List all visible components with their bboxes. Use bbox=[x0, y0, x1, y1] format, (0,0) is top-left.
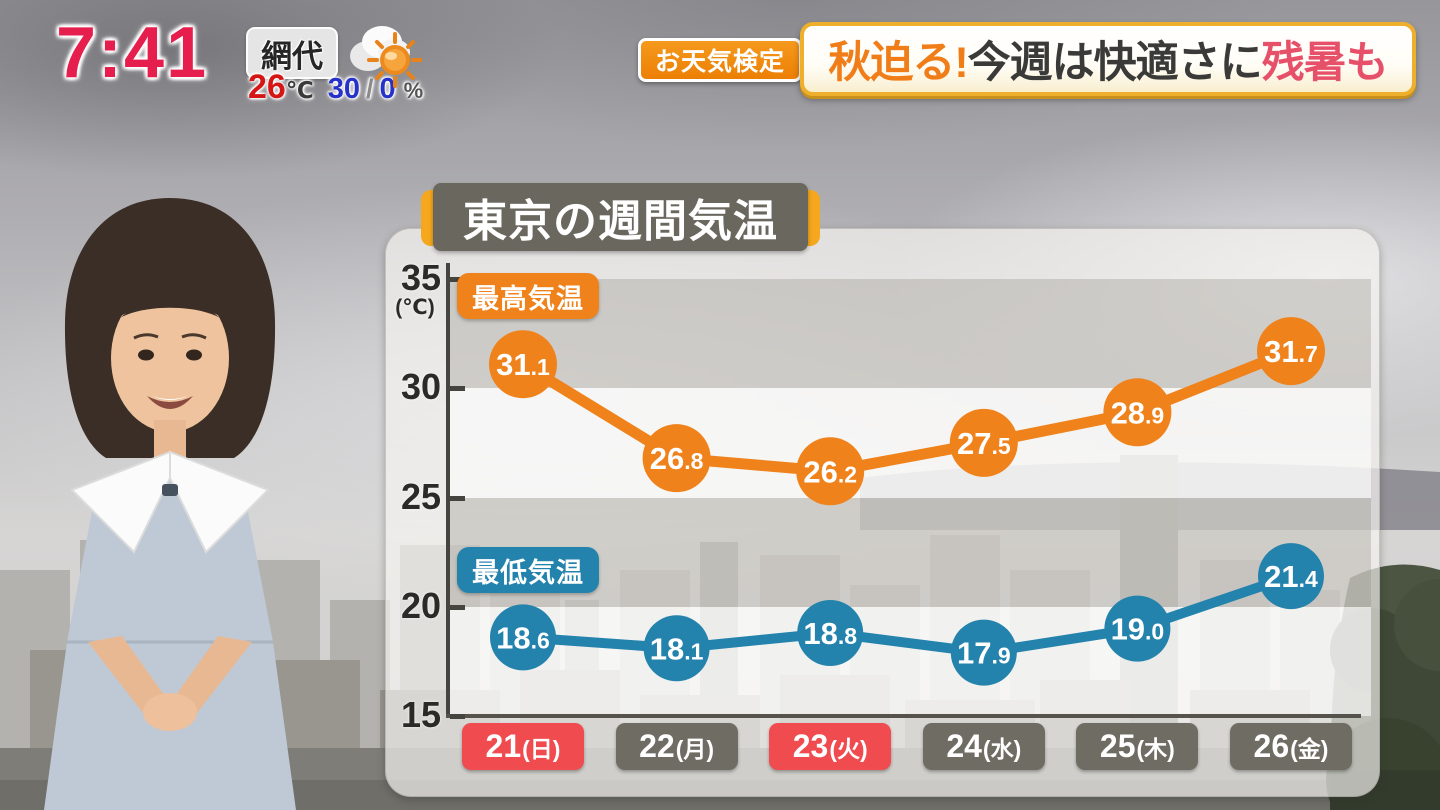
precip-separator: / bbox=[365, 74, 374, 104]
location-badge: 網代 bbox=[246, 27, 338, 79]
day-number: 26 bbox=[1253, 728, 1290, 764]
y-tick-mark bbox=[450, 495, 465, 501]
sun-behind-cloud-icon bbox=[350, 26, 422, 88]
day-label: 23 (火) bbox=[769, 723, 892, 770]
legend-min-label: 最低気温 bbox=[472, 557, 584, 588]
clock-time: 7:41 bbox=[56, 13, 209, 93]
temperature-line-chart: 31.126.8 26.227.528.931.718.6 18.118.8 17.9… bbox=[489, 317, 1325, 686]
day-label: 21 (日) bbox=[462, 723, 584, 770]
day-of-week: (日) bbox=[522, 735, 561, 762]
series-line bbox=[517, 345, 1297, 477]
y-tick-label: 25 bbox=[400, 475, 441, 517]
x-axis-line bbox=[446, 714, 1361, 718]
day-number: 21 bbox=[485, 728, 522, 764]
data-point bbox=[490, 604, 556, 671]
station-readings: 26 ℃ 30 / 0 % bbox=[248, 68, 458, 107]
day-label: 24 (水) bbox=[922, 723, 1045, 770]
percent-sign: % bbox=[403, 78, 424, 103]
data-point bbox=[1104, 595, 1171, 662]
data-point bbox=[949, 408, 1018, 477]
weekly-temperature-chart-panel: 35 30 25 20 15 (℃) 31.1 26.8 26.2 27.5 28.9 31.7 1… bbox=[385, 228, 1380, 797]
headline-main-text: 今週は快適さに bbox=[967, 39, 1263, 87]
data-point bbox=[643, 615, 710, 682]
location-name: 網代 bbox=[261, 38, 323, 74]
y-tick-label: 30 bbox=[400, 366, 441, 408]
sun bbox=[367, 32, 422, 88]
day-of-week: (火) bbox=[829, 735, 868, 762]
data-point bbox=[797, 599, 864, 666]
day-number: 23 bbox=[792, 728, 829, 764]
data-point bbox=[950, 619, 1017, 686]
data-point bbox=[642, 424, 711, 493]
day-of-week: (木) bbox=[1136, 735, 1175, 762]
y-tick-mark bbox=[450, 714, 465, 719]
data-point bbox=[489, 330, 557, 399]
day-of-week: (水) bbox=[982, 735, 1022, 762]
y-tick-mark bbox=[450, 386, 465, 392]
legend-max-label: 最高気温 bbox=[472, 283, 584, 314]
y-tick-label: 20 bbox=[400, 584, 441, 626]
current-temperature: 26 bbox=[248, 68, 286, 106]
headline-accent-text: 秋迫る! bbox=[828, 39, 968, 87]
data-point bbox=[1257, 317, 1325, 386]
day-number: 25 bbox=[1099, 728, 1136, 764]
temperature-unit: ℃ bbox=[285, 77, 314, 103]
quiz-badge-label: お天気検定 bbox=[655, 48, 786, 76]
day-label: 25 (木) bbox=[1076, 723, 1199, 770]
day-number: 24 bbox=[946, 728, 982, 764]
quiz-badge: お天気検定 bbox=[638, 38, 803, 82]
grid-band bbox=[448, 606, 1371, 716]
chart-title: 東京の週間気温 bbox=[433, 183, 808, 251]
day-number: 22 bbox=[639, 728, 675, 764]
headline-alert-text: 残暑も bbox=[1261, 39, 1389, 87]
series-line bbox=[518, 571, 1296, 658]
legend-min-temp: 最低気温 bbox=[457, 547, 599, 593]
y-axis-line bbox=[446, 263, 450, 718]
day-label: 22 (月) bbox=[615, 723, 738, 770]
chart-title-text: 東京の週間気温 bbox=[463, 197, 778, 246]
day-of-week: (金) bbox=[1290, 735, 1329, 762]
data-point bbox=[1258, 543, 1324, 610]
presenter bbox=[44, 198, 296, 810]
data-point bbox=[796, 437, 865, 506]
grid-band bbox=[448, 279, 1371, 389]
precip-chance-pm: 0 bbox=[379, 73, 396, 105]
day-of-week: (月) bbox=[675, 735, 715, 762]
headline-banner: 秋迫る! 今週は快適さに 残暑も bbox=[800, 22, 1416, 96]
day-label: 26 (金) bbox=[1230, 723, 1352, 770]
precip-chance-am: 30 bbox=[327, 73, 360, 105]
y-tick-mark bbox=[450, 604, 465, 610]
legend-max-temp: 最高気温 bbox=[457, 273, 599, 319]
y-tick-label: 35 bbox=[400, 257, 441, 298]
grid-band bbox=[448, 497, 1371, 607]
data-point bbox=[1103, 378, 1172, 447]
y-tick-label: 15 bbox=[400, 694, 441, 735]
y-axis-unit: (℃) bbox=[395, 296, 435, 319]
